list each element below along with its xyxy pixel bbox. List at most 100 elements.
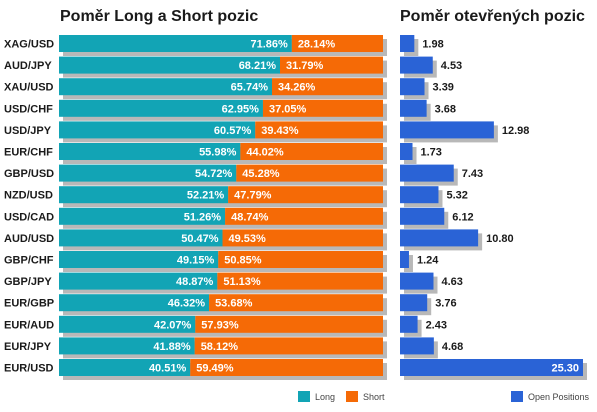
label-open: 4.53	[441, 60, 462, 72]
bar-long	[59, 272, 218, 290]
label-long: 52.21%	[187, 190, 225, 202]
label-short: 34.26%	[278, 82, 316, 94]
bar-short	[271, 78, 383, 96]
label-long: 68.21%	[239, 60, 277, 72]
bar-short	[195, 315, 383, 333]
legend-swatch-open	[511, 391, 523, 402]
label-open: 4.68	[442, 341, 463, 353]
legend-label-short: Short	[363, 392, 385, 402]
bar-long	[59, 251, 219, 268]
bar-open	[400, 121, 494, 139]
label-open: 10.80	[486, 233, 514, 245]
bar-short	[262, 99, 383, 117]
chart-title-open-positions: Poměr otevřených pozic	[400, 8, 585, 25]
category-label-gbp-chf: GBP/CHF	[4, 255, 54, 267]
category-label-usd-jpy: USD/JPY	[4, 125, 52, 137]
bar-short	[209, 294, 383, 312]
label-long: 42.07%	[154, 319, 192, 331]
bar-open	[400, 251, 409, 268]
label-open: 4.63	[441, 276, 462, 288]
label-short: 59.49%	[196, 363, 234, 375]
bar-short	[240, 143, 383, 160]
bar-long	[59, 121, 256, 139]
label-open: 12.98	[502, 125, 530, 137]
bar-long	[59, 229, 223, 247]
bar-short	[217, 272, 383, 290]
bar-long	[59, 99, 263, 117]
bar-long	[59, 337, 195, 355]
label-open: 3.68	[435, 103, 456, 115]
label-open: 3.76	[435, 298, 456, 310]
label-open: 3.39	[433, 82, 454, 94]
bar-short	[255, 121, 383, 139]
category-label-aud-jpy: AUD/JPY	[4, 60, 52, 72]
bar-long	[59, 359, 191, 376]
label-long: 49.15%	[177, 255, 215, 267]
label-long: 55.98%	[199, 147, 237, 159]
label-open: 5.32	[446, 190, 467, 202]
label-short: 31.79%	[286, 60, 324, 72]
label-open: 25.30	[551, 363, 579, 375]
category-label-nzd-usd: NZD/USD	[4, 190, 53, 202]
bar-long	[59, 56, 281, 74]
label-long: 65.74%	[231, 82, 269, 94]
label-open: 1.73	[421, 147, 442, 159]
bar-short	[280, 56, 383, 74]
category-label-xag-usd: XAG/USD	[4, 39, 54, 51]
label-long: 60.57%	[214, 125, 252, 137]
bar-short	[218, 251, 383, 268]
label-long: 46.32%	[168, 298, 206, 310]
label-short: 47.79%	[234, 190, 272, 202]
chart-title-ratio: Poměr Long a Short pozic	[60, 8, 259, 25]
label-short: 50.85%	[224, 255, 262, 267]
category-label-gbp-jpy: GBP/JPY	[4, 276, 52, 288]
bar-open	[400, 143, 413, 160]
bar-long	[59, 207, 226, 225]
category-label-aud-usd: AUD/USD	[4, 233, 54, 245]
bar-open	[400, 294, 428, 312]
label-long: 71.86%	[251, 39, 289, 51]
label-long: 41.88%	[153, 341, 191, 353]
label-long: 51.26%	[184, 211, 222, 223]
label-short: 49.53%	[229, 233, 267, 245]
label-short: 45.28%	[242, 168, 280, 180]
label-short: 28.14%	[298, 39, 336, 51]
bar-long	[59, 143, 241, 160]
bar-long	[59, 35, 292, 52]
category-label-usd-cad: USD/CAD	[4, 211, 54, 223]
label-short: 57.93%	[201, 319, 239, 331]
category-label-usd-chf: USD/CHF	[4, 103, 53, 115]
bar-open	[400, 35, 415, 52]
bar-open	[400, 337, 434, 355]
bar-open	[400, 99, 427, 117]
category-label-eur-aud: EUR/AUD	[4, 319, 54, 331]
category-label-xau-usd: XAU/USD	[4, 82, 54, 94]
label-open: 6.12	[452, 211, 473, 223]
label-open: 7.43	[462, 168, 483, 180]
bar-open	[400, 186, 439, 204]
bar-long	[59, 186, 229, 204]
bar-open	[400, 272, 434, 290]
category-label-eur-chf: EUR/CHF	[4, 147, 53, 159]
label-long: 62.95%	[222, 103, 260, 115]
bar-open	[400, 78, 425, 96]
label-short: 48.74%	[231, 211, 269, 223]
category-label-eur-jpy: EUR/JPY	[4, 341, 52, 353]
label-long: 40.51%	[149, 363, 187, 375]
label-short: 44.02%	[246, 147, 284, 159]
label-short: 51.13%	[223, 276, 261, 288]
legend-swatch-long	[298, 391, 310, 402]
label-open: 1.24	[417, 255, 439, 267]
bar-short	[190, 359, 383, 376]
label-short: 58.12%	[201, 341, 239, 353]
legend-label-long: Long	[315, 392, 335, 402]
bar-long	[59, 294, 210, 312]
category-label-eur-usd: EUR/USD	[4, 363, 54, 375]
category-label-eur-gbp: EUR/GBP	[4, 298, 54, 310]
label-open: 2.43	[426, 319, 447, 331]
label-short: 39.43%	[261, 125, 299, 137]
label-short: 53.68%	[215, 298, 253, 310]
bar-open	[400, 56, 433, 74]
bar-long	[59, 315, 196, 333]
